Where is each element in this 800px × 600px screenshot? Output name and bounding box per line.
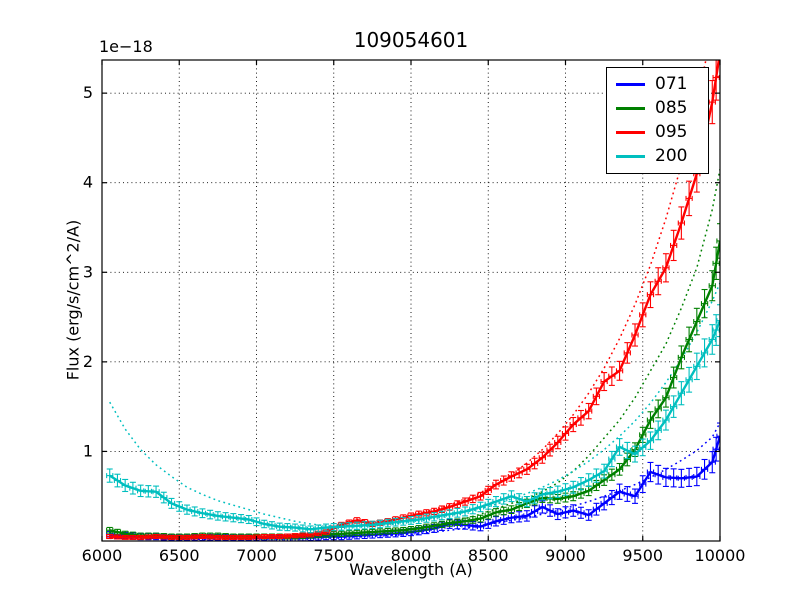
legend: 071 085 095 200 bbox=[606, 67, 709, 174]
y-tick-label: 1 bbox=[83, 441, 93, 460]
tick-labels: 6000 6500 7000 7500 8000 8500 9000 9500 10000 1 2 3… bbox=[82, 83, 746, 565]
x-tick-label: 7500 bbox=[313, 546, 354, 565]
y-tick-label: 4 bbox=[83, 173, 93, 192]
legend-item-085: 085 bbox=[616, 97, 700, 120]
series-085-line bbox=[109, 240, 720, 538]
x-tick-label: 10000 bbox=[695, 546, 746, 565]
x-tick-label: 6500 bbox=[159, 546, 200, 565]
series-095-line bbox=[109, 60, 720, 539]
legend-label: 071 bbox=[655, 74, 688, 94]
x-tick-label: 8500 bbox=[468, 546, 509, 565]
legend-item-095: 095 bbox=[616, 121, 700, 144]
y-tick-label: 3 bbox=[83, 262, 93, 281]
series-200-errorbars bbox=[106, 304, 720, 534]
x-tick-label: 7000 bbox=[236, 546, 277, 565]
legend-line-sample bbox=[616, 155, 645, 158]
x-tick-label: 9500 bbox=[622, 546, 663, 565]
series-200-model-line bbox=[109, 282, 720, 528]
x-tick-label: 9000 bbox=[545, 546, 586, 565]
series-071-model-line bbox=[109, 422, 720, 540]
x-tick-label: 8000 bbox=[391, 546, 432, 565]
legend-item-071: 071 bbox=[616, 73, 700, 96]
legend-line-sample bbox=[616, 131, 645, 134]
legend-label: 200 bbox=[655, 146, 688, 166]
series-071-errorbars bbox=[106, 422, 720, 541]
legend-label: 095 bbox=[655, 122, 688, 142]
legend-label: 085 bbox=[655, 98, 688, 118]
legend-line-sample bbox=[616, 83, 645, 86]
series-200-line bbox=[109, 320, 720, 531]
x-tick-label: 6000 bbox=[82, 546, 123, 565]
x-axis-label: Wavelength (A) bbox=[349, 560, 473, 579]
legend-item-200: 200 bbox=[616, 145, 700, 168]
y-tick-label: 5 bbox=[83, 83, 93, 102]
tick-marks bbox=[101, 60, 721, 541]
y-axis-offset-text: 1e−18 bbox=[99, 37, 153, 56]
plot-title: 109054601 bbox=[353, 28, 469, 52]
y-tick-label: 2 bbox=[83, 352, 93, 371]
legend-line-sample bbox=[616, 107, 645, 110]
